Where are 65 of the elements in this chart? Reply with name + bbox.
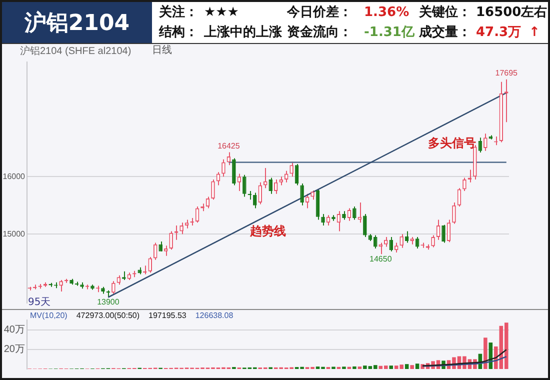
text: MV(10,20) [30, 311, 68, 320]
candlestick [232, 158, 236, 186]
y-tick-label: 40万 [4, 324, 25, 336]
candlestick [374, 234, 378, 249]
candlestick [263, 168, 268, 189]
candlestick [169, 230, 173, 250]
annotation: 13900 [97, 297, 120, 306]
annotation: 14650 [370, 254, 392, 264]
candlestick [112, 280, 116, 294]
text: 成交量： [419, 25, 471, 41]
candlestick [253, 192, 257, 209]
annotation: 趋势线 [250, 223, 286, 240]
annotation: 95天 [28, 296, 51, 309]
text: 上涨中的上涨 [204, 25, 282, 41]
text: 472973.00(50:50) [76, 311, 140, 320]
candlestick [352, 206, 356, 220]
candlestick [389, 236, 394, 252]
text: 今日价差： [287, 5, 352, 21]
candlestick [242, 174, 246, 198]
bar [410, 365, 414, 369]
chart-title: 沪铝2104 (SHFE al2104) [20, 44, 132, 58]
candlestick [321, 213, 325, 226]
bar [389, 366, 394, 369]
text: 1.36% [364, 5, 410, 21]
bar [484, 338, 488, 369]
y-tick-label: 15000 [2, 229, 26, 238]
candlestick [59, 280, 63, 292]
candlestick [384, 236, 388, 248]
y-tick-label: 16000 [2, 172, 26, 181]
text: ↑ [529, 25, 540, 41]
text: 关注： [159, 5, 198, 21]
candlestick [222, 158, 226, 178]
candlestick [300, 183, 304, 206]
annotation: 多头信号 [428, 135, 476, 152]
bar [404, 364, 409, 369]
text: ★★★ [204, 5, 239, 21]
candlestick [164, 245, 168, 256]
text: 126638.08 [195, 311, 234, 320]
candlestick [452, 202, 456, 224]
text: 关键位： [419, 5, 471, 21]
candlestick [310, 190, 314, 200]
candlestick [442, 224, 446, 244]
text: 沪铝2104 [2, 2, 152, 43]
candlestick [148, 256, 152, 274]
text: 16500左右 [476, 5, 548, 21]
y-tick-label: 20万 [4, 344, 25, 356]
text: 日线 [152, 44, 172, 57]
text: 47.3万 [476, 25, 522, 41]
candlestick [431, 234, 435, 248]
bar [352, 366, 356, 369]
annotation: 16425 [218, 141, 240, 150]
candlestick [290, 161, 294, 178]
text: -1.31亿 [364, 25, 414, 41]
candlestick [400, 234, 404, 248]
candlestick [363, 213, 367, 238]
candlestick [484, 133, 488, 152]
text: 资金流向： [287, 25, 352, 41]
candlestick [211, 179, 215, 200]
bar [415, 364, 420, 369]
candlestick [462, 177, 466, 192]
annotation: 17695 [495, 68, 518, 78]
text: 197195.53 [148, 311, 186, 320]
text: 结构： [159, 25, 198, 41]
candlestick [180, 222, 184, 235]
candlestick [268, 177, 273, 194]
